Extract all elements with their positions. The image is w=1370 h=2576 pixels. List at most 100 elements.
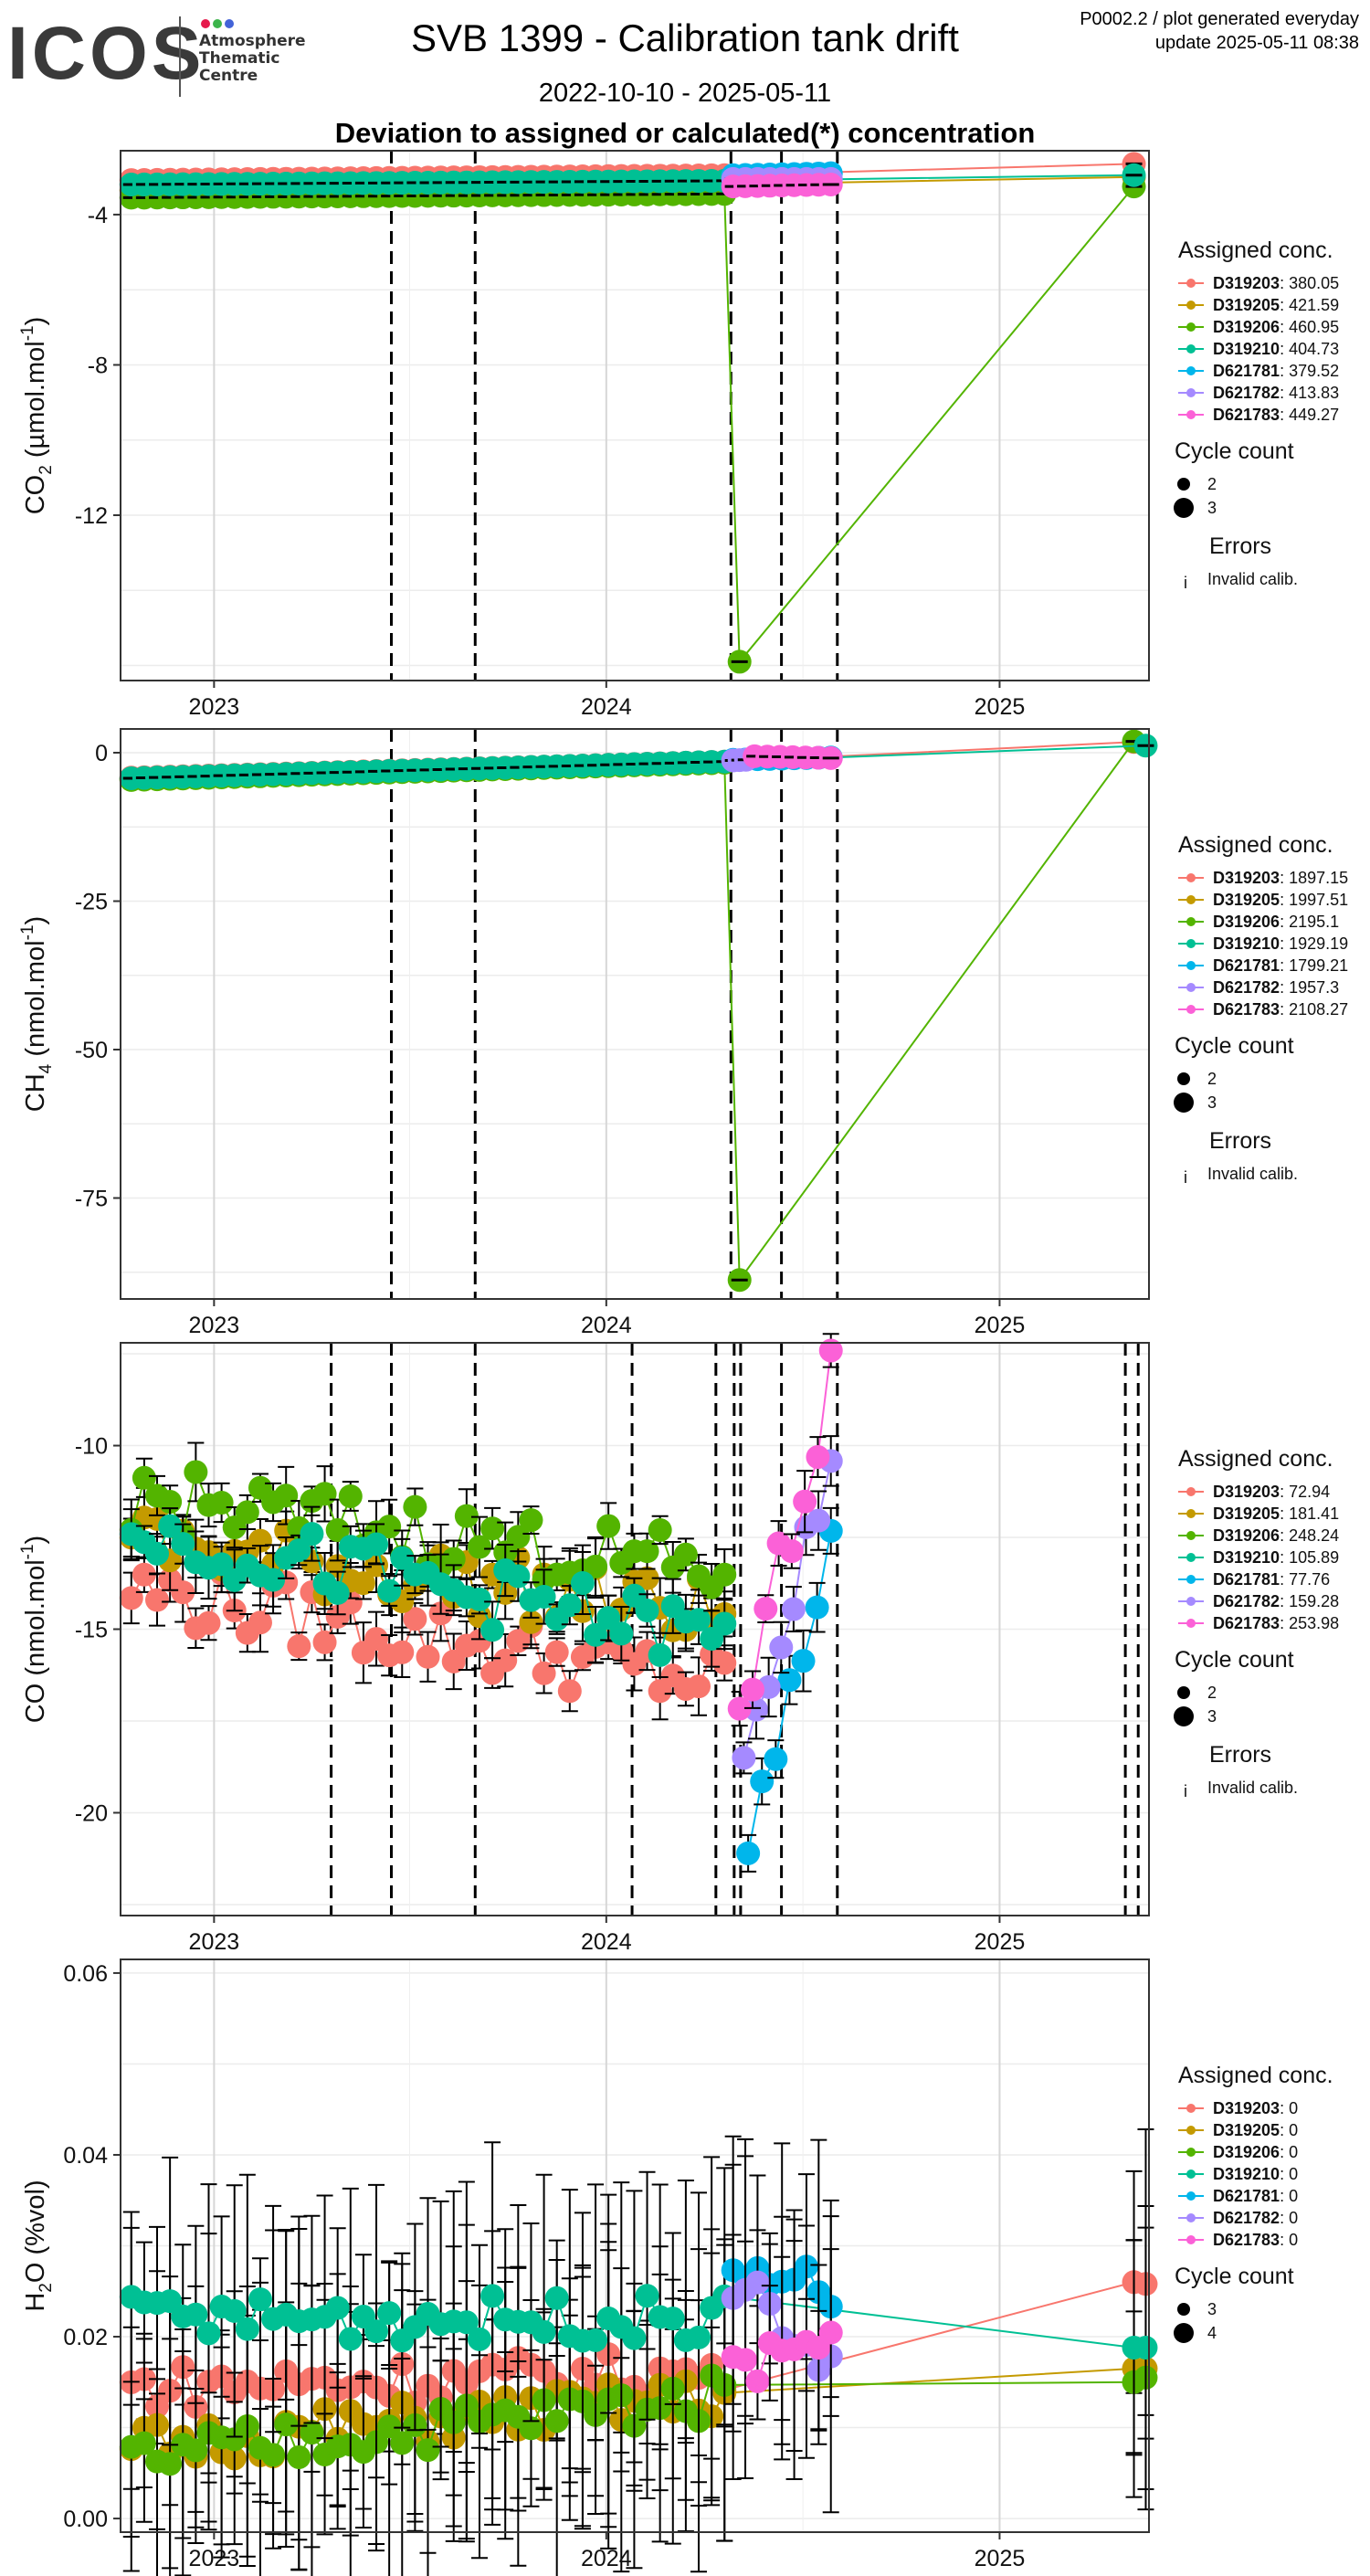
legend-value: : 2195.1 — [1280, 913, 1339, 931]
data-point — [248, 2287, 272, 2312]
legend-entry: D319203: 0 — [1213, 2099, 1298, 2117]
legend-value: : 0 — [1280, 2187, 1298, 2205]
logo-dots-icon — [201, 16, 237, 33]
data-point — [300, 1522, 324, 1547]
x-tick-label: 2023 — [189, 2546, 240, 2571]
logo-dot — [201, 19, 210, 28]
legend-key-dot — [1186, 344, 1196, 354]
logo-text: Atmosphere Thematic Centre — [199, 33, 306, 85]
legend-size-label: 3 — [1207, 1707, 1217, 1726]
data-point — [377, 1515, 402, 1539]
legend-entry: D319210: 1929.19 — [1213, 934, 1348, 953]
data-point — [687, 2325, 711, 2349]
legend-entry: D319206: 248.24 — [1213, 1526, 1339, 1545]
data-point — [158, 2452, 183, 2476]
legend-key-dot — [1186, 983, 1196, 992]
legend-tank: D319203 — [1213, 274, 1280, 292]
data-point — [741, 1677, 765, 1702]
legend-key-dot — [1186, 2191, 1196, 2201]
legend-tank: D319206 — [1213, 2143, 1280, 2161]
data-point — [544, 2409, 569, 2433]
x-tick-label: 2024 — [581, 1313, 632, 1338]
y-axis-label-part: ) — [21, 1536, 50, 1545]
legend-value: : 77.76 — [1280, 1570, 1330, 1589]
data-point — [544, 1640, 569, 1664]
data-point — [480, 1516, 505, 1541]
data-point — [660, 2307, 685, 2331]
legend-tank: D319210 — [1213, 1548, 1280, 1567]
data-point — [158, 1514, 183, 1538]
legend-entry: D621781: 77.76 — [1213, 1570, 1330, 1589]
data-point — [635, 2284, 659, 2308]
legend-value: : 380.05 — [1280, 274, 1339, 292]
legend-tank: D319206 — [1213, 318, 1280, 336]
legend-errors-label: Invalid calib. — [1207, 1779, 1298, 1797]
y-tick-label: -4 — [88, 203, 108, 228]
legend-key-dot — [1186, 2213, 1196, 2222]
legend-tank: D621783 — [1213, 2231, 1280, 2249]
legend-tank: D319205 — [1213, 1504, 1280, 1523]
legend-tank: D319210 — [1213, 934, 1280, 953]
x-tick-label: 2025 — [975, 1313, 1026, 1338]
legend-title: Assigned conc. — [1178, 238, 1333, 263]
data-point — [274, 2412, 299, 2437]
legend-tank: D621782 — [1213, 384, 1280, 402]
legend-key-dot — [1186, 961, 1196, 970]
data-point — [532, 1661, 556, 1685]
legend-entry: D319210: 105.89 — [1213, 1548, 1339, 1567]
y-tick-label: 0.00 — [63, 2507, 108, 2532]
data-point — [248, 1610, 272, 1635]
plot-frame — [120, 1958, 1150, 2533]
y-axis-label-part: CO — [21, 475, 50, 515]
data-point — [390, 1546, 415, 1570]
legend-size-label: 3 — [1207, 2300, 1217, 2318]
data-point — [184, 2302, 208, 2327]
legend-key-dot — [1186, 279, 1196, 288]
legend-key-dot — [1186, 1575, 1196, 1584]
legend-title: Assigned conc. — [1178, 832, 1333, 858]
legend-size-dot — [1174, 2323, 1194, 2343]
legend-key-dot — [1186, 1531, 1196, 1540]
y-axis-label-part: 2 — [37, 465, 56, 475]
y-axis-label-part: -1 — [18, 325, 37, 341]
legend-key-dot — [1186, 410, 1196, 419]
legend-tank: D621783 — [1213, 1614, 1280, 1632]
legend-size-label: 3 — [1207, 1093, 1217, 1112]
legend-size-dot — [1174, 1093, 1194, 1113]
data-point — [132, 1562, 156, 1587]
data-point — [791, 1649, 816, 1673]
data-point — [745, 2270, 770, 2295]
data-point — [480, 2284, 505, 2308]
data-point — [687, 1608, 711, 1632]
data-point — [712, 1562, 737, 1587]
data-point — [403, 1494, 427, 1519]
legend-entry: D319210: 404.73 — [1213, 340, 1339, 358]
data-point — [377, 1578, 402, 1603]
y-tick-label: -75 — [75, 1187, 108, 1212]
legend-entry: D621783: 253.98 — [1213, 1614, 1339, 1632]
legend-key-dot — [1186, 1553, 1196, 1562]
legend-entry: D319205: 181.41 — [1213, 1504, 1339, 1523]
data-point — [736, 1841, 761, 1865]
data-point — [338, 1483, 363, 1508]
data-point — [732, 1746, 756, 1770]
legend-errors-title: Errors — [1209, 1742, 1271, 1768]
legend-value: : 1929.19 — [1280, 934, 1348, 953]
y-axis-label-part: ) — [21, 2180, 50, 2189]
legend-key-dot — [1186, 895, 1196, 904]
data-point — [261, 2443, 286, 2467]
legend-key-dot — [1186, 1509, 1196, 1518]
legend-size-title: Cycle count — [1175, 1033, 1294, 1059]
x-tick-label: 2025 — [975, 694, 1026, 720]
data-point — [364, 2319, 389, 2344]
data-point — [416, 2438, 440, 2463]
legend-errors-label: Invalid calib. — [1207, 570, 1298, 588]
chart-panel-h2o: 0.00 0.02 0.04 0.06 2023 2024 2025 H2O (%vol) As… — [21, 1958, 1333, 2576]
legend-key-dot — [1186, 1005, 1196, 1014]
page-title: SVB 1399 - Calibration tank drift — [411, 16, 959, 59]
data-point — [287, 1634, 311, 1659]
data-point — [622, 2326, 647, 2350]
data-point — [750, 1769, 775, 1794]
legend-entry: D621781: 1799.21 — [1213, 956, 1348, 975]
plot-background — [121, 151, 1149, 681]
